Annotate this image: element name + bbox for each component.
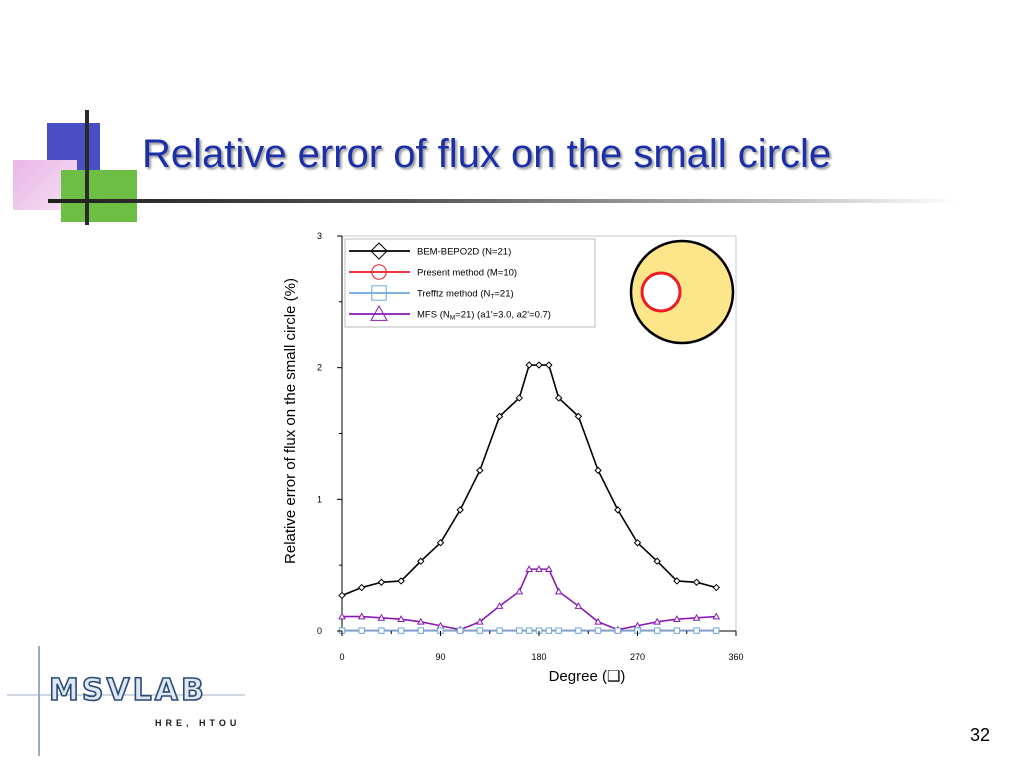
data-point-diamond bbox=[614, 506, 622, 514]
plot-area bbox=[338, 235, 737, 634]
data-point-diamond bbox=[692, 578, 701, 586]
data-point-triangle bbox=[476, 617, 484, 625]
data-point-square bbox=[516, 627, 523, 634]
data-point-triangle bbox=[357, 612, 366, 620]
data-point-diamond bbox=[574, 412, 583, 421]
data-point-square bbox=[371, 285, 387, 301]
x-tick-label: 0 bbox=[339, 652, 344, 662]
x-axis-label: Degree (❑) bbox=[549, 668, 626, 685]
series-line bbox=[342, 568, 717, 631]
data-point-triangle bbox=[397, 615, 405, 623]
series-square bbox=[338, 627, 720, 634]
data-point-square bbox=[476, 627, 484, 634]
data-point-diamond bbox=[712, 583, 721, 592]
x-tick-label: 270 bbox=[630, 652, 645, 662]
slide-title: Relative error of flux on the small circ… bbox=[142, 132, 832, 176]
data-point-square bbox=[555, 627, 562, 634]
inset-geometry-diagram bbox=[629, 239, 735, 345]
data-point-square bbox=[713, 627, 720, 634]
inset-large-circle bbox=[629, 239, 735, 345]
data-point-diamond bbox=[653, 557, 661, 565]
data-point-triangle bbox=[525, 565, 533, 573]
data-point-diamond bbox=[338, 591, 346, 600]
data-point-diamond bbox=[397, 577, 405, 585]
data-point-triangle bbox=[554, 587, 563, 595]
data-point-triangle bbox=[712, 612, 721, 620]
data-point-triangle bbox=[545, 565, 553, 573]
data-point-square bbox=[358, 627, 365, 634]
data-point-square bbox=[614, 627, 622, 634]
x-tick-label: 360 bbox=[728, 652, 743, 662]
data-point-triangle bbox=[535, 565, 543, 573]
title-underline bbox=[48, 199, 958, 203]
data-point-triangle bbox=[673, 615, 681, 623]
data-point-diamond bbox=[417, 557, 425, 565]
legend-label: MFS (NM=21) (a1'=3.0, a2'=0.7) bbox=[417, 310, 551, 322]
axis-ticks: 0 1 2 3 0 90 180 270 360 bbox=[317, 231, 744, 662]
data-point-triangle bbox=[370, 304, 388, 321]
legend-label: Present method (M=10) bbox=[417, 268, 517, 279]
legend-box bbox=[344, 238, 596, 328]
x-tick-label: 90 bbox=[435, 652, 445, 662]
y-tick-label: 2 bbox=[317, 363, 322, 373]
data-point-circle bbox=[371, 264, 387, 280]
data-point-diamond bbox=[633, 539, 642, 547]
data-point-diamond bbox=[545, 361, 553, 369]
data-point-diamond bbox=[357, 583, 366, 592]
data-point-diamond bbox=[495, 412, 504, 421]
x-tick-label: 180 bbox=[531, 652, 546, 662]
data-point-square bbox=[417, 627, 425, 634]
msvlab-logo: MSVLAB HRE, HTOU bbox=[5, 640, 255, 765]
y-tick-label: 0 bbox=[317, 626, 322, 636]
data-point-triangle bbox=[692, 613, 701, 621]
y-tick-label: 1 bbox=[317, 494, 322, 504]
data-point-square bbox=[525, 627, 533, 634]
legend-label: Trefftz method (NT=21) bbox=[417, 289, 514, 301]
logo-wordmark: MSVLAB bbox=[49, 673, 207, 708]
data-point-diamond bbox=[476, 466, 484, 475]
data-point-square bbox=[693, 627, 700, 634]
page-number: 32 bbox=[969, 725, 990, 745]
data-point-triangle bbox=[653, 617, 662, 625]
data-point-diamond bbox=[525, 361, 533, 369]
error-chart: 0 1 2 3 0 90 180 270 360 Degree (❑) Relative err… bbox=[282, 231, 744, 685]
data-point-square bbox=[594, 627, 602, 634]
data-point-triangle bbox=[495, 601, 504, 609]
legend-label: BEM-BEPO2D (N=21) bbox=[417, 247, 511, 258]
data-point-diamond bbox=[370, 242, 388, 260]
y-tick-label: 3 bbox=[317, 231, 322, 241]
logo-subtext: HRE, HTOU bbox=[155, 718, 240, 728]
data-point-triangle bbox=[338, 612, 346, 620]
data-point-square bbox=[378, 627, 385, 634]
inset-small-circle bbox=[640, 271, 682, 313]
series-line bbox=[341, 364, 717, 597]
data-point-diamond bbox=[456, 506, 464, 514]
decor-vertical-line bbox=[85, 110, 89, 225]
data-point-triangle bbox=[515, 587, 524, 595]
series-diamond bbox=[338, 361, 721, 600]
series-triangle bbox=[338, 565, 721, 633]
data-point-diamond bbox=[594, 466, 602, 475]
y-axis-label: Relative error of flux on the small circ… bbox=[282, 278, 299, 564]
decor-square-green bbox=[61, 170, 137, 222]
data-point-square bbox=[654, 627, 661, 634]
data-point-diamond bbox=[554, 394, 563, 402]
data-point-square bbox=[575, 627, 582, 634]
data-point-triangle bbox=[574, 601, 583, 609]
data-point-square bbox=[496, 627, 503, 634]
data-point-square bbox=[457, 627, 464, 634]
data-point-diamond bbox=[377, 578, 386, 586]
data-point-diamond bbox=[673, 577, 681, 585]
data-point-triangle bbox=[416, 617, 425, 625]
data-point-triangle bbox=[594, 617, 602, 625]
chart-legend: BEM-BEPO2D (N=21) Present method (M=10) Tr… bbox=[344, 238, 596, 328]
data-point-square bbox=[673, 627, 681, 634]
data-point-square bbox=[397, 627, 405, 634]
data-point-diamond bbox=[515, 394, 524, 402]
data-point-square bbox=[545, 627, 553, 634]
data-point-diamond bbox=[535, 361, 543, 369]
data-point-diamond bbox=[436, 539, 445, 547]
data-point-triangle bbox=[377, 613, 386, 621]
